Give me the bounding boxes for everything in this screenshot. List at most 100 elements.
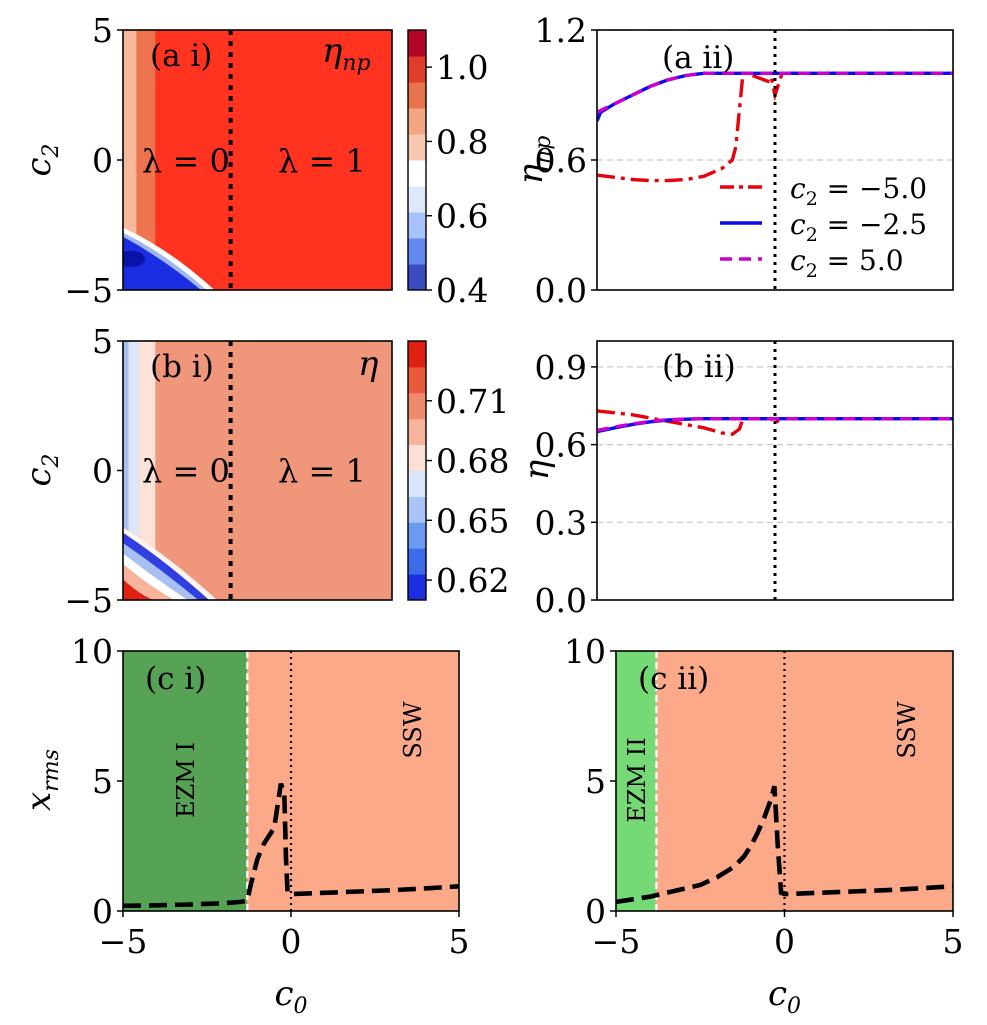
c-i-x-tick-label: −5	[99, 922, 148, 961]
c-ii-y-tick-label: 5	[585, 762, 606, 801]
b-i-colorbar-swatch	[408, 470, 426, 497]
a-ii-y-tick-label: 0.6	[535, 141, 587, 180]
b-i-colorbar-swatch	[408, 366, 426, 394]
c-i-x-tick-label: 5	[449, 922, 470, 961]
b-i-colorbar-tick-label: 0.71	[436, 382, 509, 421]
a-i-colorbar-swatch	[408, 108, 426, 135]
a-i-corner-label: ηnp	[322, 31, 371, 76]
c-i-xrms-curve	[123, 782, 459, 909]
c-i-plot	[123, 782, 459, 909]
frame-b-ii	[596, 340, 954, 601]
band-light	[123, 30, 137, 290]
a-ii-series-2	[597, 71, 953, 114]
a-i-colorbar-swatch	[408, 264, 426, 291]
a-ii-ylabel: ηnp	[511, 136, 556, 185]
b-i-region-left: λ = 0	[142, 452, 230, 490]
b-i-colorbar-swatch	[408, 418, 426, 446]
b-i-colorbar-tick-label: 0.62	[436, 561, 509, 600]
c-i-y-tick-label: 10	[71, 632, 113, 671]
b-i-panel-label: (b i)	[150, 349, 214, 385]
a-ii-plot	[597, 71, 953, 183]
c-i-region-0	[123, 651, 248, 911]
region-high	[123, 30, 392, 290]
region-main	[123, 341, 392, 600]
c-ii-panel-label: (c ii)	[638, 661, 709, 697]
a-i-colorbar-swatch	[408, 186, 426, 213]
a-i-colorbar-swatch	[408, 82, 426, 109]
c-i-region-1	[247, 651, 459, 911]
heatmap-b-i	[123, 341, 392, 600]
c-i-y-tick-label: 0	[92, 892, 113, 931]
b-i-colorbar-tick-label: 0.68	[436, 442, 509, 481]
b-ii-plot	[597, 409, 953, 436]
a-i-region-right: λ = 1	[278, 142, 366, 180]
band-pale-blue	[128, 341, 140, 600]
a-ii-y-tick-label: 1.2	[535, 11, 587, 50]
a-i-colorbar-swatch	[408, 160, 426, 187]
b-i-colorbar-swatch	[408, 341, 426, 368]
a-i-y-tick-label: 5	[92, 11, 113, 50]
legend-label-1: c2 = −2.5	[790, 208, 927, 246]
a-i-colorbar-frame	[407, 29, 427, 291]
c-i-x-tick-label: 0	[281, 922, 302, 961]
a-i-panel-label: (a i)	[150, 38, 212, 74]
b-i-colorbar-swatch	[408, 522, 426, 549]
b-ii-y-tick-label: 0.6	[535, 426, 587, 465]
a-i-colorbar-tick-label: 0.4	[436, 271, 488, 310]
c-ii-y-tick-label: 0	[585, 892, 606, 931]
a-i-colorbar-tick-label: 0.6	[436, 197, 488, 236]
legend-label-2: c2 = 5.0	[790, 244, 904, 282]
band-mid	[136, 30, 156, 290]
c-i-panel-label: (c i)	[145, 661, 206, 697]
c-i-region-label-left: EZM I	[172, 742, 200, 818]
band-pink	[139, 341, 156, 600]
a-i-colorbar-tick-label: 0.8	[436, 122, 488, 161]
c-ii-x-tick-label: 5	[943, 922, 964, 961]
b-i-region-right: λ = 1	[278, 452, 366, 490]
b-i-colorbar-swatch	[408, 548, 426, 575]
legend-label-0: c2 = −5.0	[790, 172, 927, 210]
a-i-region-left: λ = 0	[142, 142, 230, 180]
b-ii-y-tick-label: 0.9	[535, 348, 587, 387]
c-ii-region-label-left: EZM II	[623, 737, 651, 822]
c-ii-region-1	[656, 651, 953, 911]
b-ii-y-tick-label: 0.3	[535, 503, 587, 542]
c-i-region-label-right: SSW	[399, 701, 427, 758]
b-i-colorbar-swatch	[408, 392, 426, 420]
a-i-colorbar-swatch	[408, 134, 426, 161]
c-ii-x-tick-label: 0	[774, 922, 795, 961]
b-i-y-tick-label: 5	[92, 322, 113, 361]
edge-6	[123, 579, 153, 600]
band-light-blue	[123, 341, 129, 600]
b-i-y-tick-label: −5	[64, 581, 113, 620]
a-i-y-tick-label: −5	[64, 271, 113, 310]
a-i-colorbar-swatch	[408, 30, 426, 57]
a-i-colorbar-tick-label: 1.0	[436, 48, 488, 87]
c-i-xlabel: c0	[274, 974, 307, 1019]
a-i-colorbar-swatch	[408, 238, 426, 265]
b-ii-panel-label: (b ii)	[662, 349, 736, 385]
a-i-y-tick-label: 0	[92, 141, 113, 180]
a-i-colorbar-swatch	[408, 56, 426, 83]
c-ii-region-label-right: SSW	[893, 701, 921, 758]
b-i-colorbar-swatch	[408, 444, 426, 471]
c-ii-region-0	[616, 651, 657, 911]
c-i-ylabel: xrms	[19, 749, 64, 811]
b-ii-ylabel: η	[517, 459, 557, 480]
b-i-ylabel: c2	[19, 453, 64, 486]
low-region	[123, 236, 202, 290]
b-i-corner-label: η	[358, 344, 379, 384]
c-ii-xrms-curve	[616, 785, 953, 905]
c-ii-y-tick-label: 10	[564, 632, 606, 671]
c-ii-plot	[616, 785, 953, 905]
a-ii-panel-label: (a ii)	[662, 40, 734, 76]
b-i-colorbar-swatch	[408, 574, 426, 601]
heatmap-a-i	[123, 30, 392, 290]
b-ii-series-2	[597, 417, 953, 433]
b-i-colorbar-tick-label: 0.65	[436, 501, 509, 540]
b-ii-y-tick-label: 0.0	[535, 581, 587, 620]
a-i-ylabel: c2	[19, 143, 64, 176]
c-ii-x-tick-label: −5	[592, 922, 641, 961]
a-ii-y-tick-label: 0.0	[535, 271, 587, 310]
